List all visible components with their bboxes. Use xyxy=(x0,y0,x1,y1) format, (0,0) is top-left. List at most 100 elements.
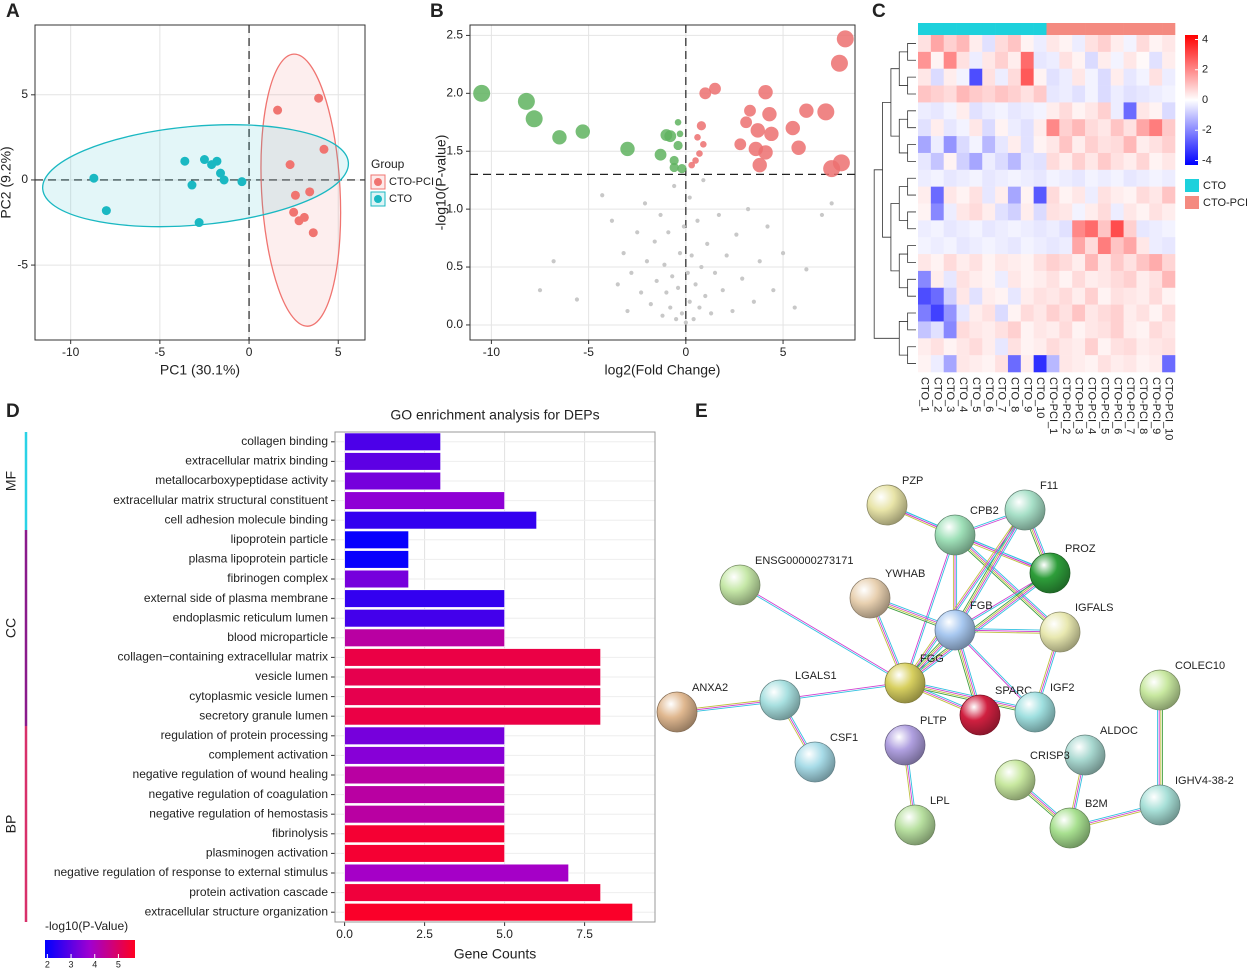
point xyxy=(89,173,99,183)
heat-cell xyxy=(1136,136,1150,154)
heat-cell xyxy=(1072,119,1086,137)
heat-cell xyxy=(1059,186,1073,204)
bar xyxy=(344,471,441,491)
heat-cell xyxy=(969,304,983,322)
point xyxy=(662,262,667,267)
heat-cell xyxy=(1059,254,1073,272)
heat-cell xyxy=(1033,220,1047,238)
heat-cell xyxy=(1059,35,1073,53)
heat-cell xyxy=(1046,203,1060,221)
point xyxy=(675,285,681,290)
heat-cell xyxy=(1149,338,1163,356)
network-node xyxy=(1039,611,1081,653)
network-edge xyxy=(906,574,1052,686)
heat-cell xyxy=(1072,220,1086,238)
heat-cell xyxy=(1046,270,1060,289)
network-node xyxy=(994,759,1036,801)
heat-cell xyxy=(1033,169,1047,187)
heat-cell xyxy=(1162,304,1176,322)
heat-cell xyxy=(1085,68,1099,86)
heat-cell xyxy=(943,270,957,289)
heat-cell xyxy=(969,203,983,221)
y-tick-label: 0.0 xyxy=(446,317,463,331)
dendrogram-branch xyxy=(898,253,908,289)
node-label: LPL xyxy=(930,795,950,807)
heat-cell xyxy=(995,119,1009,137)
heat-cell xyxy=(956,355,970,373)
network-node xyxy=(884,724,926,766)
heat-cell xyxy=(930,270,944,289)
heat-cell xyxy=(1020,355,1034,373)
network-edge xyxy=(955,534,1061,632)
point xyxy=(699,264,704,270)
network-node xyxy=(1139,669,1181,711)
heat-cell xyxy=(1136,338,1150,356)
heat-cell xyxy=(1123,203,1137,221)
heat-cell xyxy=(1046,254,1060,272)
point xyxy=(709,82,721,95)
heat-cell xyxy=(995,304,1009,322)
heat-cell xyxy=(1046,136,1060,154)
heat-cell xyxy=(995,321,1009,339)
heat-cell xyxy=(969,254,983,272)
heat-cell xyxy=(1110,35,1124,53)
heat-cell xyxy=(1162,186,1176,204)
x-axis-label: Gene Counts xyxy=(454,946,537,962)
category-label: complement activation xyxy=(209,748,328,762)
point xyxy=(180,156,190,166)
point xyxy=(199,155,209,165)
node-label: PZP xyxy=(902,475,923,487)
point xyxy=(688,161,695,169)
heat-cell xyxy=(982,203,996,221)
heat-cell xyxy=(1162,203,1176,221)
point xyxy=(697,305,702,310)
heat-cell xyxy=(1085,270,1099,289)
heat-cell xyxy=(1085,338,1099,356)
point xyxy=(681,224,686,229)
heat-cell xyxy=(1007,102,1022,120)
annotation-cell xyxy=(930,23,944,35)
annotation-cell xyxy=(1020,23,1034,35)
dendrogram-branch xyxy=(898,186,908,221)
point xyxy=(664,290,669,295)
dendrogram-branch xyxy=(898,118,908,154)
network-edge xyxy=(904,572,1050,683)
heat-cell xyxy=(995,355,1009,373)
heat-cell xyxy=(1149,85,1163,103)
dendrogram-branch xyxy=(907,245,916,263)
heat-cell xyxy=(1046,304,1060,322)
node-label: IGFALS xyxy=(1075,602,1114,614)
column-label: CTO_6 xyxy=(983,377,995,412)
bar xyxy=(344,589,505,608)
x-tick-label: 5 xyxy=(780,345,787,359)
heat-cell xyxy=(1007,304,1022,322)
heat-cell xyxy=(969,186,983,204)
category-label: vesicle lumen xyxy=(255,669,328,683)
heat-cell xyxy=(1059,270,1073,289)
heat-cell xyxy=(995,85,1009,103)
point xyxy=(212,156,222,166)
heat-cell xyxy=(1149,35,1163,53)
bar xyxy=(344,648,601,667)
point xyxy=(791,140,806,155)
point xyxy=(642,201,648,206)
heat-cell xyxy=(982,355,996,373)
category-label: negative regulation of hemostasis xyxy=(149,806,328,820)
network-node xyxy=(934,514,976,556)
heat-cell xyxy=(1033,321,1047,339)
network-edge xyxy=(780,683,906,702)
heat-cell xyxy=(1007,136,1022,154)
heat-cell xyxy=(995,220,1009,238)
heat-cell xyxy=(1033,203,1047,221)
heat-cell xyxy=(1136,85,1150,103)
heat-cell xyxy=(982,338,996,356)
network-edge xyxy=(905,535,957,684)
heat-cell xyxy=(943,119,957,137)
point xyxy=(720,288,725,293)
heat-cell xyxy=(1059,203,1073,221)
heat-cell xyxy=(982,321,996,339)
bar xyxy=(344,883,601,902)
node-label: YWHAB xyxy=(885,568,925,580)
heat-cell xyxy=(1110,254,1124,272)
heat-cell xyxy=(930,85,944,103)
